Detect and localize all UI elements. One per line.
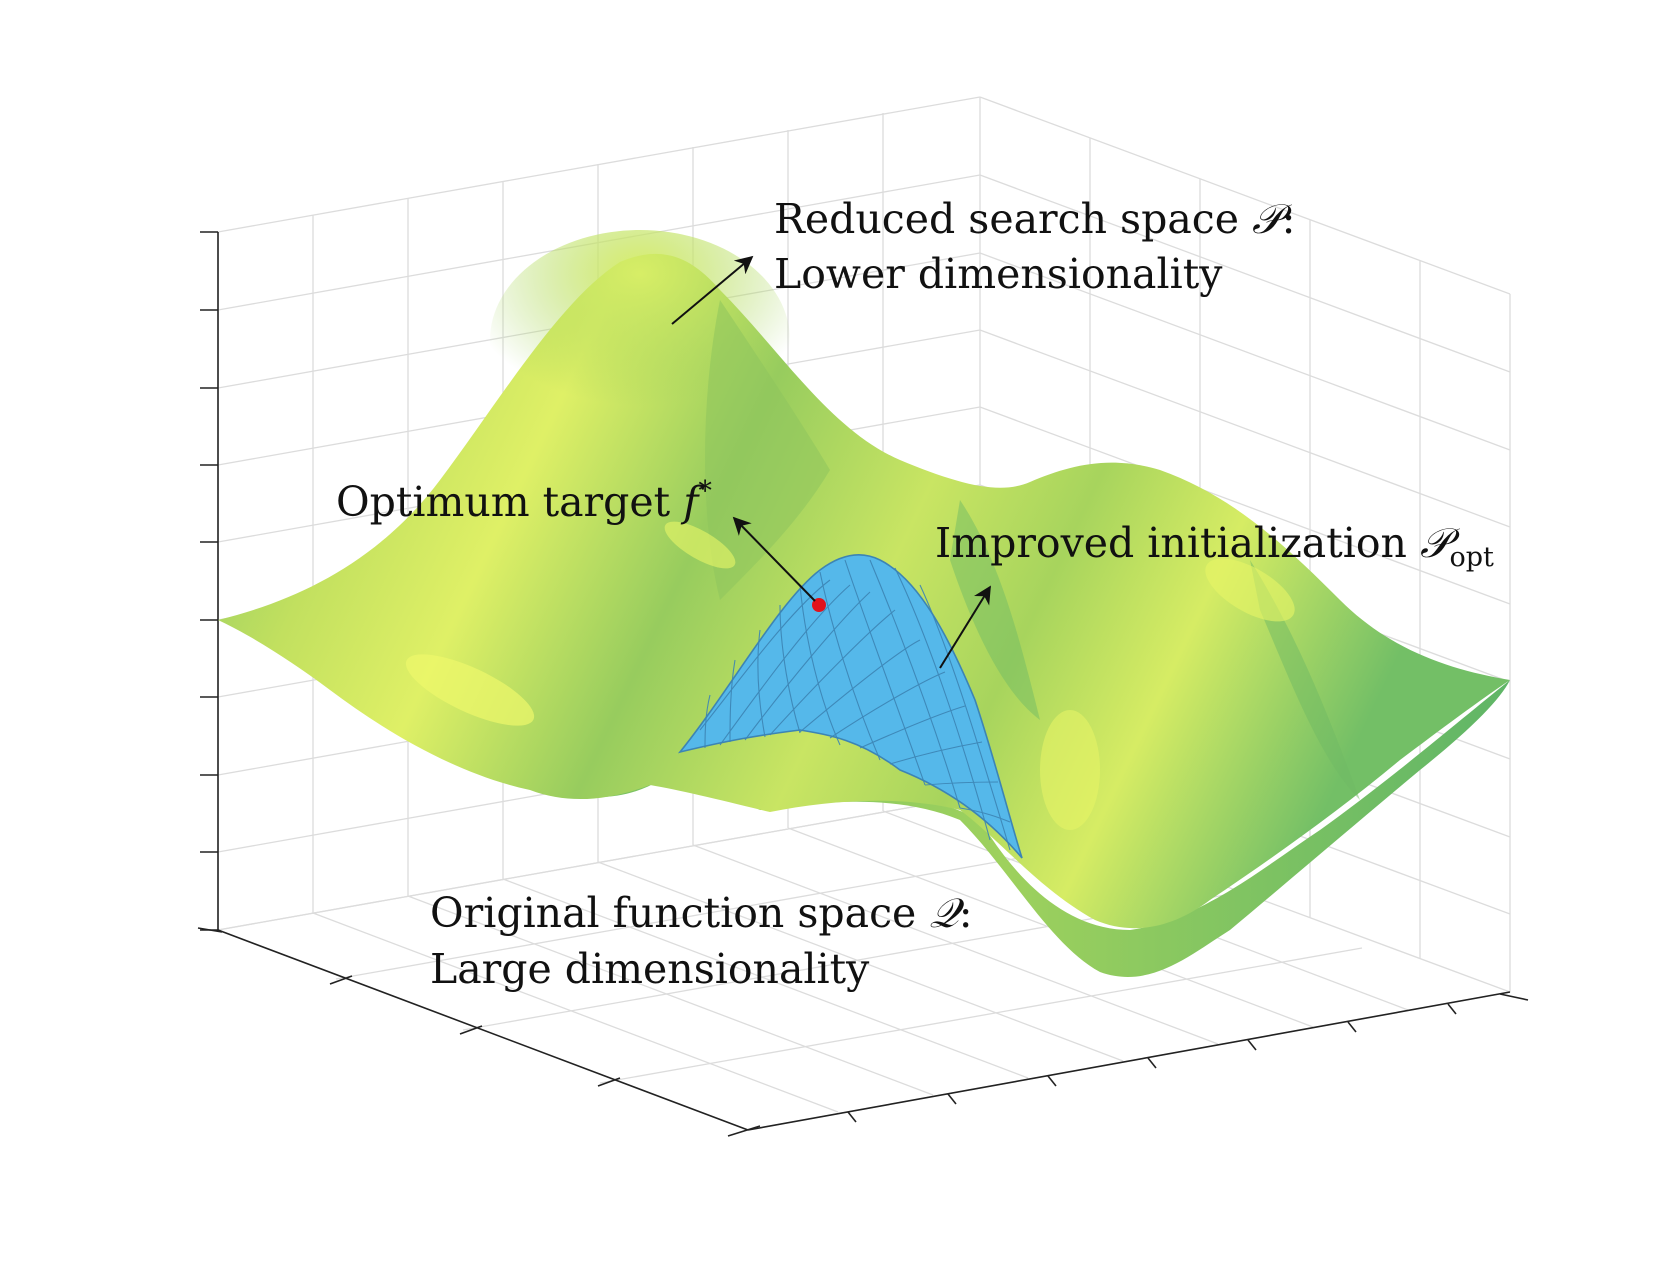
improved-initialization-patch (677, 554, 1023, 859)
surface-shade-2 (950, 500, 1040, 720)
annotation-arrows (671, 255, 991, 669)
surface-glint-4 (664, 521, 736, 569)
patch-surface (677, 554, 1023, 859)
arrow-icon-improved (939, 585, 991, 669)
optimum-point-icon (812, 598, 826, 612)
original-suffix: : (959, 889, 973, 937)
surface-glint-3 (1205, 558, 1295, 622)
improved-text: Improved initialization (935, 519, 1420, 567)
annotation-original: Original function space 𝒬: Large dimensi… (430, 889, 973, 993)
surface-glint-2 (1040, 710, 1100, 830)
annotation-optimum: Optimum target f* (336, 476, 712, 526)
reduced-line1-text: Reduced search space (774, 195, 1252, 243)
arrow-icon-optimum (732, 516, 816, 602)
svg-text:Original function space 𝒬:: Original function space 𝒬: (430, 889, 973, 937)
optimum-superscript: * (698, 476, 712, 507)
surface-front-fold (500, 680, 1510, 977)
reduced-line2: Lower dimensionality (774, 250, 1223, 298)
annotation-reduced: Reduced search space 𝒫: Lower dimensiona… (774, 195, 1295, 298)
optimum-text: Optimum target (336, 478, 683, 526)
surface-glint-1 (405, 654, 535, 726)
original-line1-text: Original function space (430, 889, 929, 937)
arrow-icon-reduced (671, 255, 754, 325)
svg-text:Improved initialization 𝒫opt: Improved initialization 𝒫opt (935, 519, 1494, 573)
original-symbol: 𝒬 (929, 889, 964, 937)
svg-text:Reduced search space 𝒫:: Reduced search space 𝒫: (774, 195, 1295, 243)
axes (197, 231, 1529, 1137)
x-axis (747, 991, 1511, 1131)
original-line2: Large dimensionality (430, 945, 870, 993)
y-axis (217, 929, 749, 1131)
annotation-improved: Improved initialization 𝒫opt (935, 519, 1494, 573)
improved-subscript: opt (1450, 542, 1495, 573)
reduced-suffix: : (1282, 195, 1296, 243)
svg-text:Optimum target f*: Optimum target f* (336, 476, 712, 526)
